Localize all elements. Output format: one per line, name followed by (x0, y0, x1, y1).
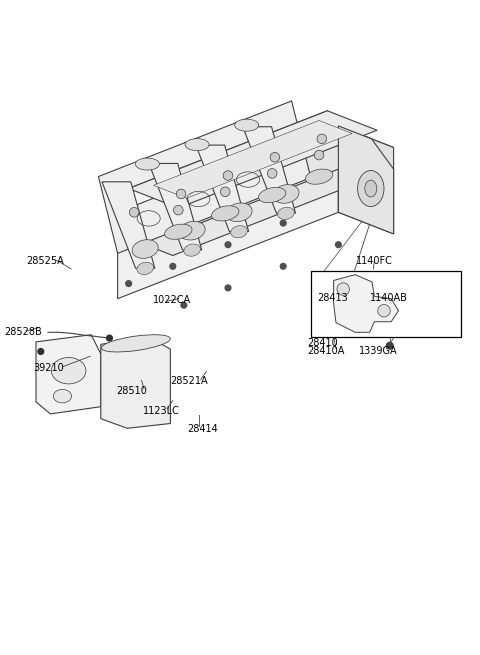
Ellipse shape (132, 240, 158, 258)
Circle shape (225, 242, 231, 248)
Circle shape (337, 283, 349, 295)
Circle shape (126, 281, 132, 286)
Ellipse shape (137, 263, 154, 274)
Ellipse shape (365, 180, 377, 197)
Ellipse shape (165, 224, 192, 239)
Bar (311, 271, 461, 337)
Ellipse shape (273, 185, 299, 203)
Polygon shape (338, 147, 394, 234)
Polygon shape (196, 145, 249, 231)
Text: 28410A: 28410A (307, 346, 345, 356)
Text: 28410: 28410 (307, 338, 338, 348)
Ellipse shape (179, 221, 205, 240)
Polygon shape (338, 126, 394, 234)
Polygon shape (98, 101, 311, 253)
Ellipse shape (358, 170, 384, 206)
Circle shape (382, 309, 386, 313)
Ellipse shape (135, 158, 159, 170)
Circle shape (411, 307, 418, 314)
Ellipse shape (277, 207, 294, 219)
Polygon shape (118, 126, 338, 234)
Ellipse shape (212, 206, 239, 221)
Polygon shape (243, 126, 296, 213)
Circle shape (107, 335, 112, 341)
Circle shape (386, 343, 393, 349)
Ellipse shape (231, 225, 247, 238)
Circle shape (317, 134, 326, 143)
Ellipse shape (184, 244, 201, 256)
Polygon shape (118, 147, 394, 255)
Text: 39210: 39210 (34, 364, 64, 373)
Polygon shape (102, 182, 155, 268)
Polygon shape (36, 335, 101, 414)
Circle shape (267, 168, 277, 178)
Circle shape (173, 205, 183, 215)
Ellipse shape (226, 203, 252, 221)
Circle shape (336, 242, 341, 248)
Polygon shape (118, 126, 394, 234)
Circle shape (280, 263, 286, 269)
Circle shape (181, 303, 187, 308)
Polygon shape (129, 111, 327, 208)
Circle shape (176, 189, 186, 198)
Circle shape (170, 263, 176, 269)
Text: 1339GA: 1339GA (359, 346, 397, 356)
Circle shape (270, 153, 280, 162)
Polygon shape (334, 274, 398, 332)
Polygon shape (129, 111, 377, 208)
Text: 1140FC: 1140FC (356, 256, 393, 267)
Circle shape (225, 285, 231, 291)
Circle shape (38, 348, 44, 354)
Polygon shape (338, 126, 394, 169)
Polygon shape (118, 147, 338, 299)
Text: 28525A: 28525A (26, 256, 64, 267)
Text: 1022CA: 1022CA (153, 295, 191, 305)
Text: 28521A: 28521A (170, 376, 208, 386)
Ellipse shape (185, 139, 209, 151)
Polygon shape (149, 164, 202, 250)
Text: 1123LC: 1123LC (143, 407, 180, 417)
Ellipse shape (305, 169, 333, 184)
Ellipse shape (101, 335, 170, 352)
Ellipse shape (51, 358, 86, 384)
Circle shape (378, 305, 390, 317)
Circle shape (280, 220, 286, 226)
Text: 28414: 28414 (187, 424, 218, 434)
Circle shape (129, 208, 139, 217)
Ellipse shape (235, 119, 259, 131)
Circle shape (370, 330, 377, 337)
Polygon shape (154, 121, 352, 198)
Circle shape (220, 187, 230, 196)
Polygon shape (101, 337, 170, 428)
Circle shape (314, 150, 324, 160)
Text: 28510: 28510 (116, 386, 147, 396)
Circle shape (223, 171, 233, 180)
Text: 28528B: 28528B (4, 328, 42, 337)
Ellipse shape (258, 187, 286, 202)
Ellipse shape (53, 390, 72, 403)
Text: 1140AB: 1140AB (370, 293, 408, 303)
Circle shape (341, 287, 346, 291)
Text: 28413: 28413 (317, 293, 348, 303)
